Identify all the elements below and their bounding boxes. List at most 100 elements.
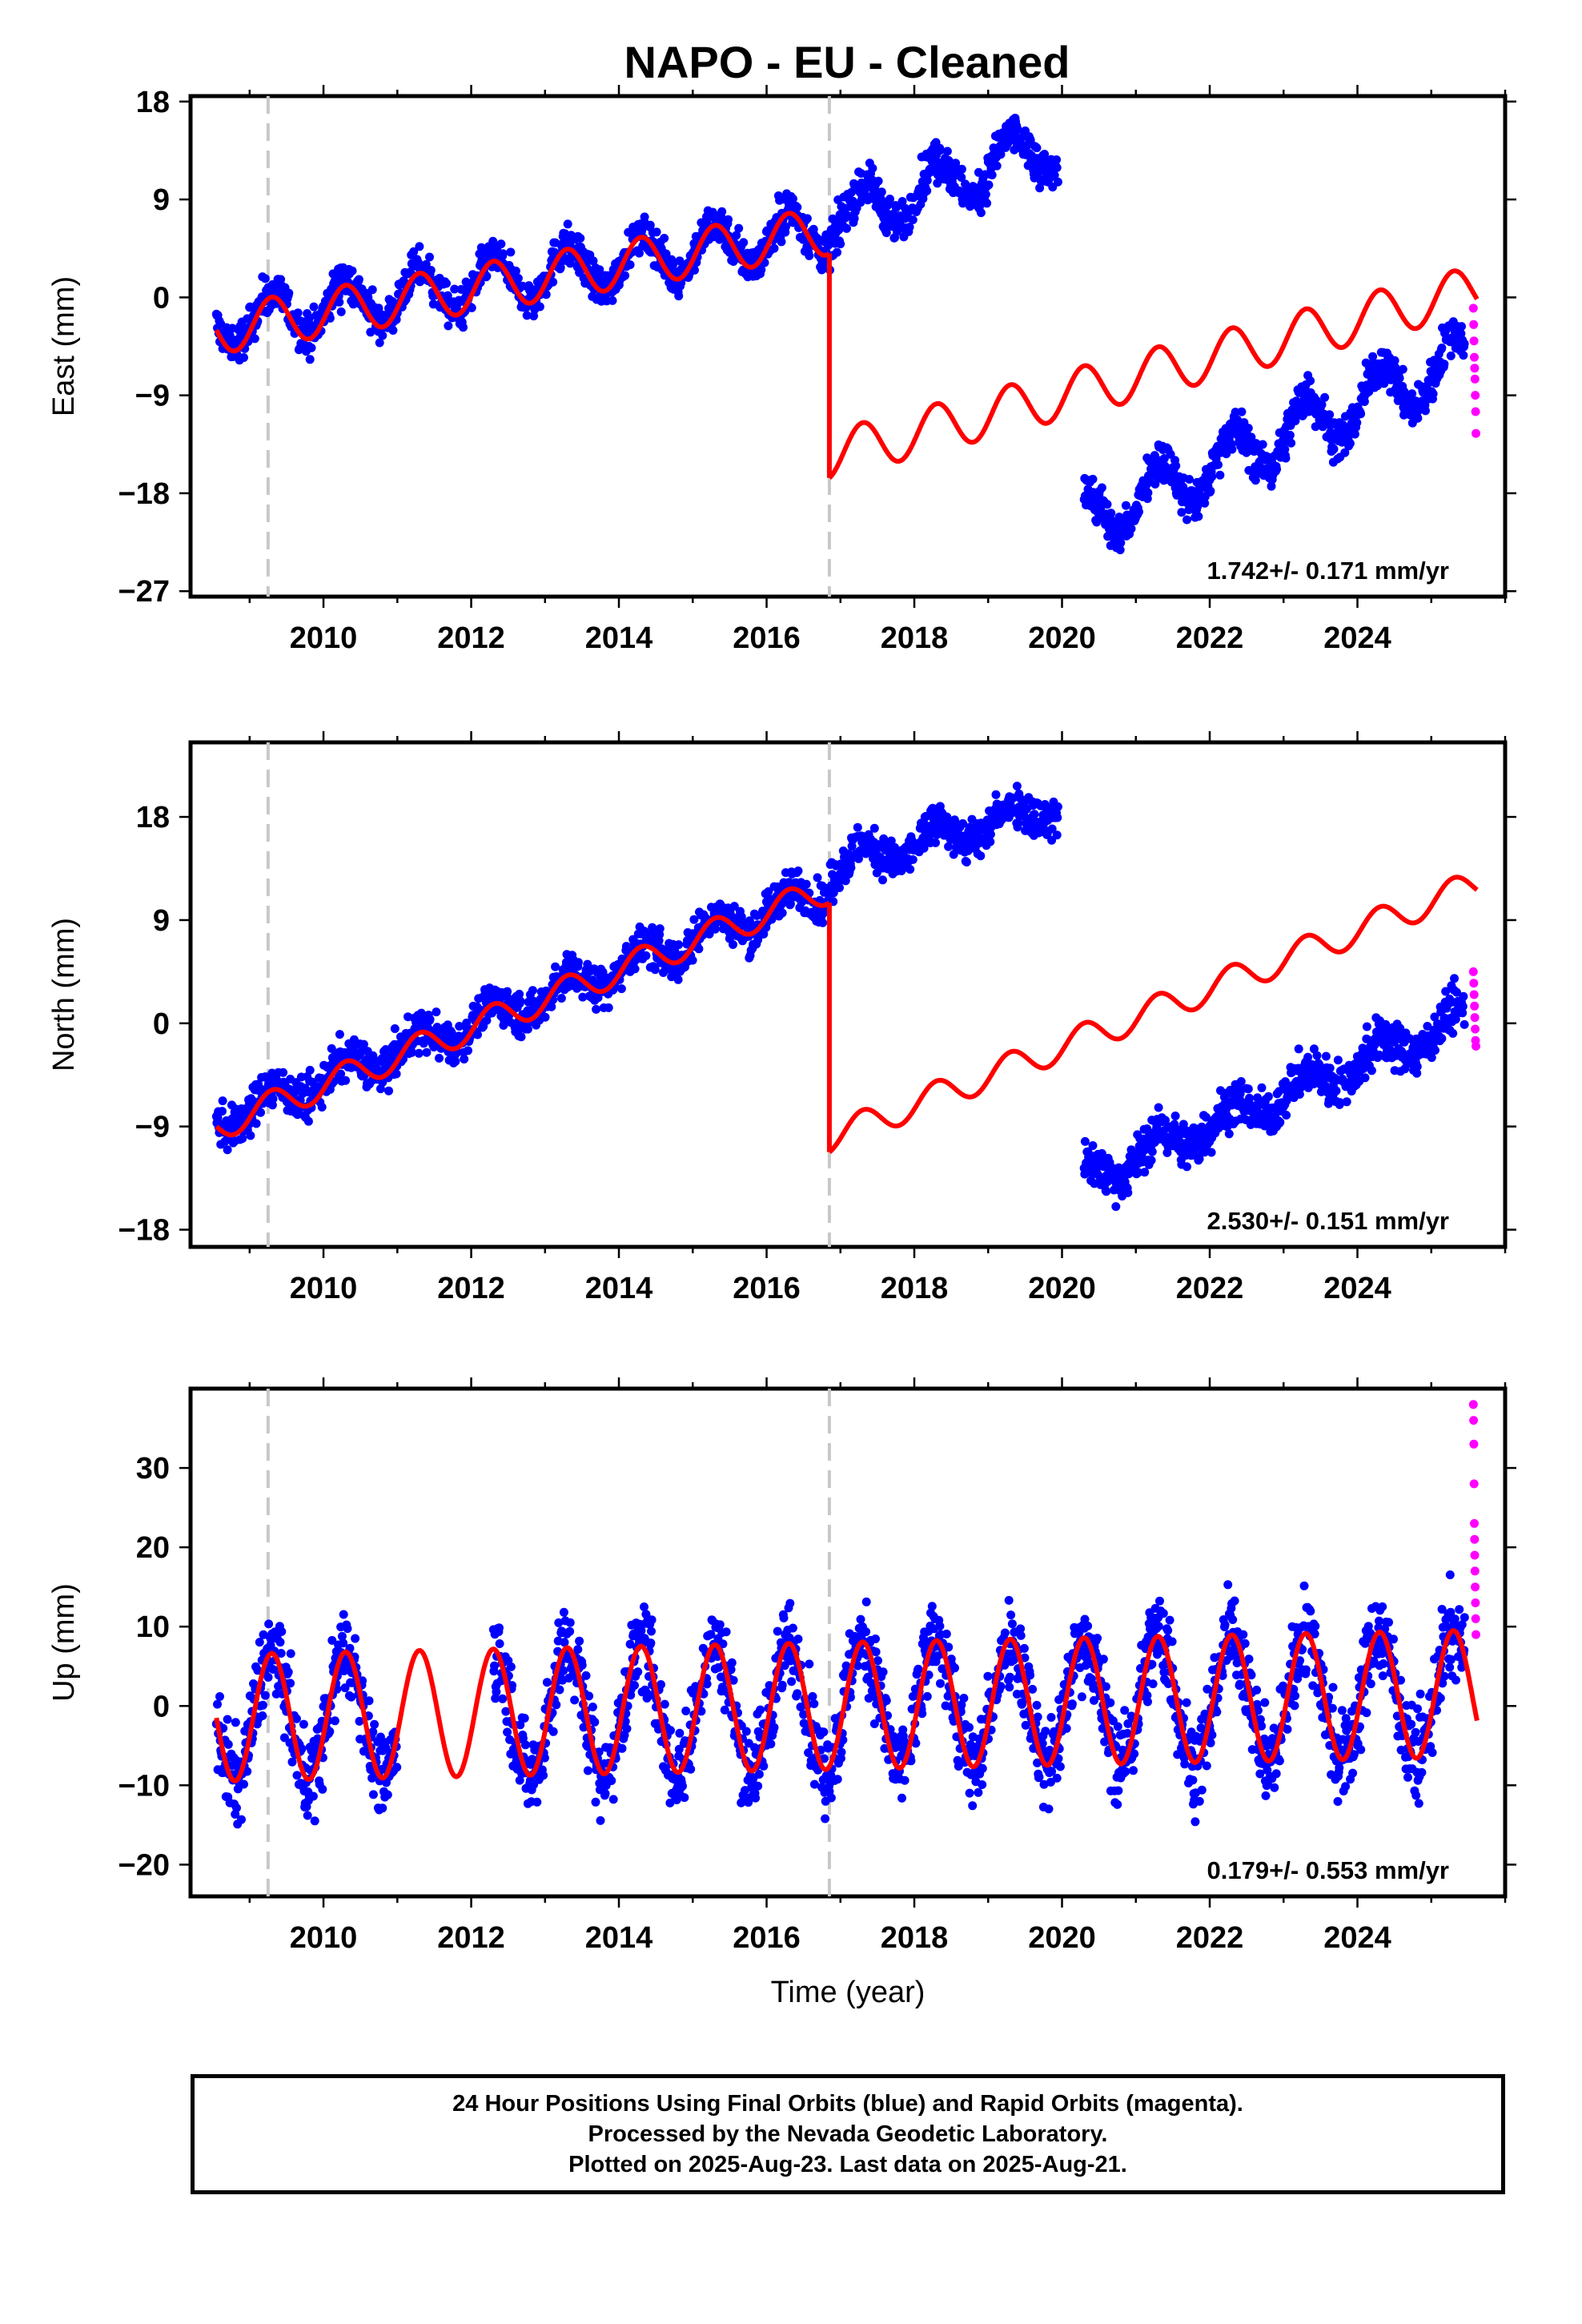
- north-final-point: [1243, 1084, 1253, 1094]
- up-final-point: [275, 1638, 285, 1647]
- east-final-point: [739, 238, 749, 247]
- up-final-point: [215, 1692, 224, 1701]
- east-final-point: [421, 259, 431, 269]
- north-final-point: [1312, 1051, 1322, 1060]
- up-final-point: [286, 1679, 295, 1688]
- north-model-curve-1: [828, 875, 1479, 1155]
- up-final-point: [232, 1803, 241, 1813]
- east-final-point: [1291, 416, 1300, 425]
- east-final-point: [425, 252, 434, 262]
- east-final-point: [1159, 454, 1169, 463]
- east-panel: 2010 2012 2014 2016 2018 2020 2022 2024−27−18−9…: [47, 85, 1516, 655]
- east-final-point: [388, 326, 398, 335]
- north-final-point: [688, 955, 697, 965]
- east-final-point: [1177, 508, 1186, 517]
- north-final-point: [1235, 1089, 1245, 1099]
- north-final-point: [1294, 1044, 1303, 1054]
- north-final-point: [1236, 1077, 1246, 1086]
- north-final-point: [1335, 1098, 1345, 1108]
- east-final-point: [1052, 155, 1062, 164]
- east-final-point: [1272, 464, 1282, 474]
- east-final-point: [250, 334, 259, 344]
- north-ytick-label-4: 18: [136, 801, 170, 834]
- east-ytick-label-4: 9: [153, 183, 170, 217]
- east-final-point: [732, 231, 741, 240]
- north-final-point: [422, 1047, 432, 1057]
- east-final-point: [833, 247, 841, 257]
- north-final-point: [256, 1108, 265, 1117]
- up-final-point: [268, 1665, 278, 1674]
- north-final-point: [1441, 987, 1451, 996]
- north-final-point: [1458, 1002, 1468, 1011]
- up-final-point: [239, 1779, 248, 1789]
- north-ytick-label-0: −18: [118, 1214, 170, 1248]
- east-final-point: [1390, 356, 1399, 365]
- up-final-point: [286, 1649, 295, 1659]
- north-final-point: [1325, 1063, 1335, 1073]
- east-final-point: [1356, 409, 1366, 419]
- east-final-point: [1395, 373, 1404, 383]
- east-rapid-point: [1469, 336, 1479, 346]
- up-final-point: [291, 1714, 301, 1723]
- east-final-point: [1407, 389, 1417, 399]
- up-final-point: [355, 1716, 364, 1726]
- up-xtick-label-2018: 2018: [881, 1921, 949, 1955]
- east-final-point: [996, 150, 1006, 159]
- north-final-point: [528, 986, 537, 995]
- north-final-point: [1459, 991, 1468, 1001]
- east-final-point: [1329, 444, 1339, 454]
- up-ytick-label-3: 10: [136, 1610, 170, 1644]
- east-final-point: [1185, 475, 1194, 484]
- north-final-point: [1295, 1090, 1304, 1099]
- north-final-point: [515, 989, 524, 999]
- east-final-point: [522, 311, 532, 320]
- north-final-point: [279, 1068, 288, 1077]
- north-final-point: [384, 1086, 393, 1096]
- up-ytick-label-5: 30: [136, 1452, 170, 1486]
- north-final-point: [268, 1094, 278, 1104]
- up-final-point: [303, 1811, 312, 1820]
- north-final-point: [793, 866, 803, 875]
- north-final-point: [473, 1030, 482, 1039]
- north-final-point: [1452, 987, 1461, 997]
- east-final-point: [1171, 461, 1181, 471]
- north-final-point: [689, 915, 699, 924]
- east-final-point: [576, 234, 585, 243]
- up-final-point: [260, 1691, 270, 1700]
- east-xtick-label-2022: 2022: [1176, 621, 1244, 655]
- up-final-point: [258, 1711, 267, 1720]
- east-xtick-label-2018: 2018: [881, 621, 949, 655]
- north-final-point: [1450, 974, 1459, 983]
- up-panel: 2010 2012 2014 2016 2018 2020 2022 2024−20−1001…: [47, 1377, 1516, 2009]
- up-final-point: [283, 1667, 293, 1677]
- east-final-point: [1456, 329, 1466, 339]
- north-final-point: [1030, 810, 1039, 819]
- east-final-point: [625, 260, 635, 270]
- north-final-point: [1224, 1129, 1234, 1139]
- east-final-point: [498, 249, 508, 259]
- up-xtick-label-2016: 2016: [733, 1921, 801, 1955]
- east-final-point: [824, 240, 833, 250]
- up-final-point: [277, 1626, 287, 1636]
- north-final-point: [905, 865, 915, 874]
- up-final-point: [223, 1715, 232, 1724]
- east-final-point: [897, 197, 907, 206]
- east-final-point: [724, 215, 733, 224]
- east-final-point: [1227, 444, 1237, 454]
- north-final-point: [1321, 1051, 1331, 1061]
- north-final-point: [1161, 1116, 1170, 1125]
- east-final-point: [608, 296, 617, 305]
- east-xtick-label-2016: 2016: [733, 621, 801, 655]
- north-panel: 2010 2012 2014 2016 2018 2020 2022 2024−18−9091…: [47, 731, 1516, 1305]
- east-final-point: [367, 285, 377, 295]
- east-ytick-label-0: −27: [118, 575, 170, 609]
- east-final-point: [992, 161, 1002, 171]
- north-final-point: [764, 887, 773, 896]
- east-model-curve-1: [827, 268, 1480, 480]
- east-final-point: [1457, 322, 1466, 332]
- east-final-point: [1325, 410, 1335, 420]
- north-final-points: [211, 782, 1469, 1212]
- figure-title: NAPO - EU - Cleaned: [624, 37, 1070, 87]
- east-final-point: [877, 187, 886, 197]
